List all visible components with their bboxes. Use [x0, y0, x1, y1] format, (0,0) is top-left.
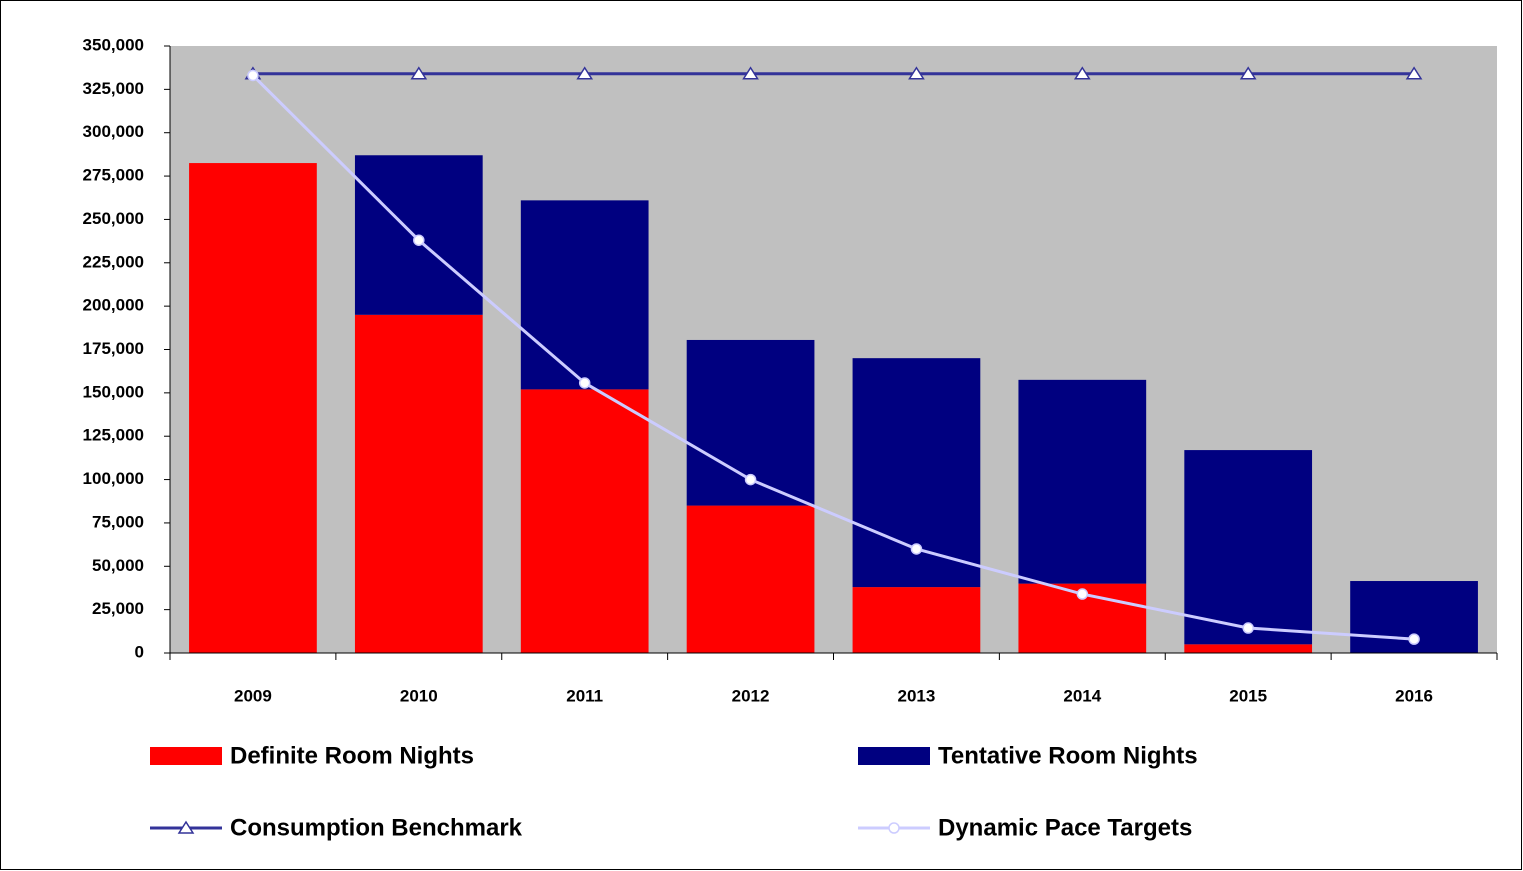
- x-tick-label: 2010: [400, 686, 438, 705]
- legend-swatch: [858, 747, 930, 765]
- legend-marker: [177, 820, 195, 834]
- bar: [189, 163, 317, 654]
- line-marker: [578, 377, 591, 389]
- y-tick-label: 250,000: [83, 209, 144, 228]
- legend-label: Definite Room Nights: [230, 742, 474, 769]
- line-marker: [910, 543, 923, 555]
- line-marker: [247, 69, 259, 82]
- y-tick-label: 125,000: [83, 426, 144, 445]
- line-marker: [576, 66, 594, 80]
- line-marker: [742, 66, 759, 80]
- x-tick-label: 2012: [732, 686, 770, 705]
- line-marker: [1242, 622, 1254, 634]
- line-marker: [1073, 66, 1091, 80]
- line-marker: [410, 66, 428, 80]
- bar: [852, 587, 981, 653]
- legend-label: Dynamic Pace Targets: [938, 814, 1192, 841]
- y-tick-label: 25,000: [92, 599, 144, 618]
- x-tick-label: 2016: [1395, 686, 1433, 705]
- legend-label: Tentative Room Nights: [938, 742, 1198, 769]
- x-tick-label: 2014: [1063, 686, 1101, 705]
- bar: [686, 505, 815, 653]
- bar: [1184, 450, 1313, 645]
- line-marker: [744, 473, 757, 486]
- y-tick-label: 50,000: [92, 556, 144, 575]
- x-tick-label: 2009: [234, 686, 272, 705]
- x-tick-label: 2013: [898, 686, 936, 705]
- line-marker: [1239, 66, 1257, 80]
- y-tick-label: 300,000: [83, 122, 144, 141]
- line-marker: [413, 234, 425, 246]
- y-tick-label: 350,000: [83, 35, 144, 54]
- line: [251, 74, 1415, 641]
- y-tick-label: 275,000: [83, 166, 144, 185]
- legend-marker: [888, 822, 900, 834]
- bar: [520, 389, 649, 653]
- bar: [354, 314, 483, 653]
- line-marker: [908, 66, 925, 80]
- line-marker: [1405, 66, 1423, 80]
- line-marker: [1076, 588, 1089, 600]
- legend-swatch: [150, 747, 222, 765]
- line-marker: [1408, 633, 1420, 645]
- legend-label: Consumption Benchmark: [230, 814, 523, 841]
- bar: [1018, 379, 1147, 584]
- y-tick-label: 100,000: [83, 469, 144, 488]
- y-tick-label: 200,000: [83, 296, 144, 315]
- bar: [520, 200, 649, 390]
- x-tick-label: 2015: [1229, 686, 1267, 705]
- y-tick-label: 75,000: [92, 512, 144, 531]
- y-tick-label: 0: [135, 642, 144, 661]
- bar: [1184, 644, 1313, 653]
- y-tick-label: 150,000: [83, 382, 144, 401]
- y-tick-label: 225,000: [83, 252, 144, 271]
- x-tick-label: 2011: [566, 686, 603, 705]
- y-tick-label: 325,000: [83, 79, 144, 98]
- y-tick-label: 175,000: [83, 339, 144, 358]
